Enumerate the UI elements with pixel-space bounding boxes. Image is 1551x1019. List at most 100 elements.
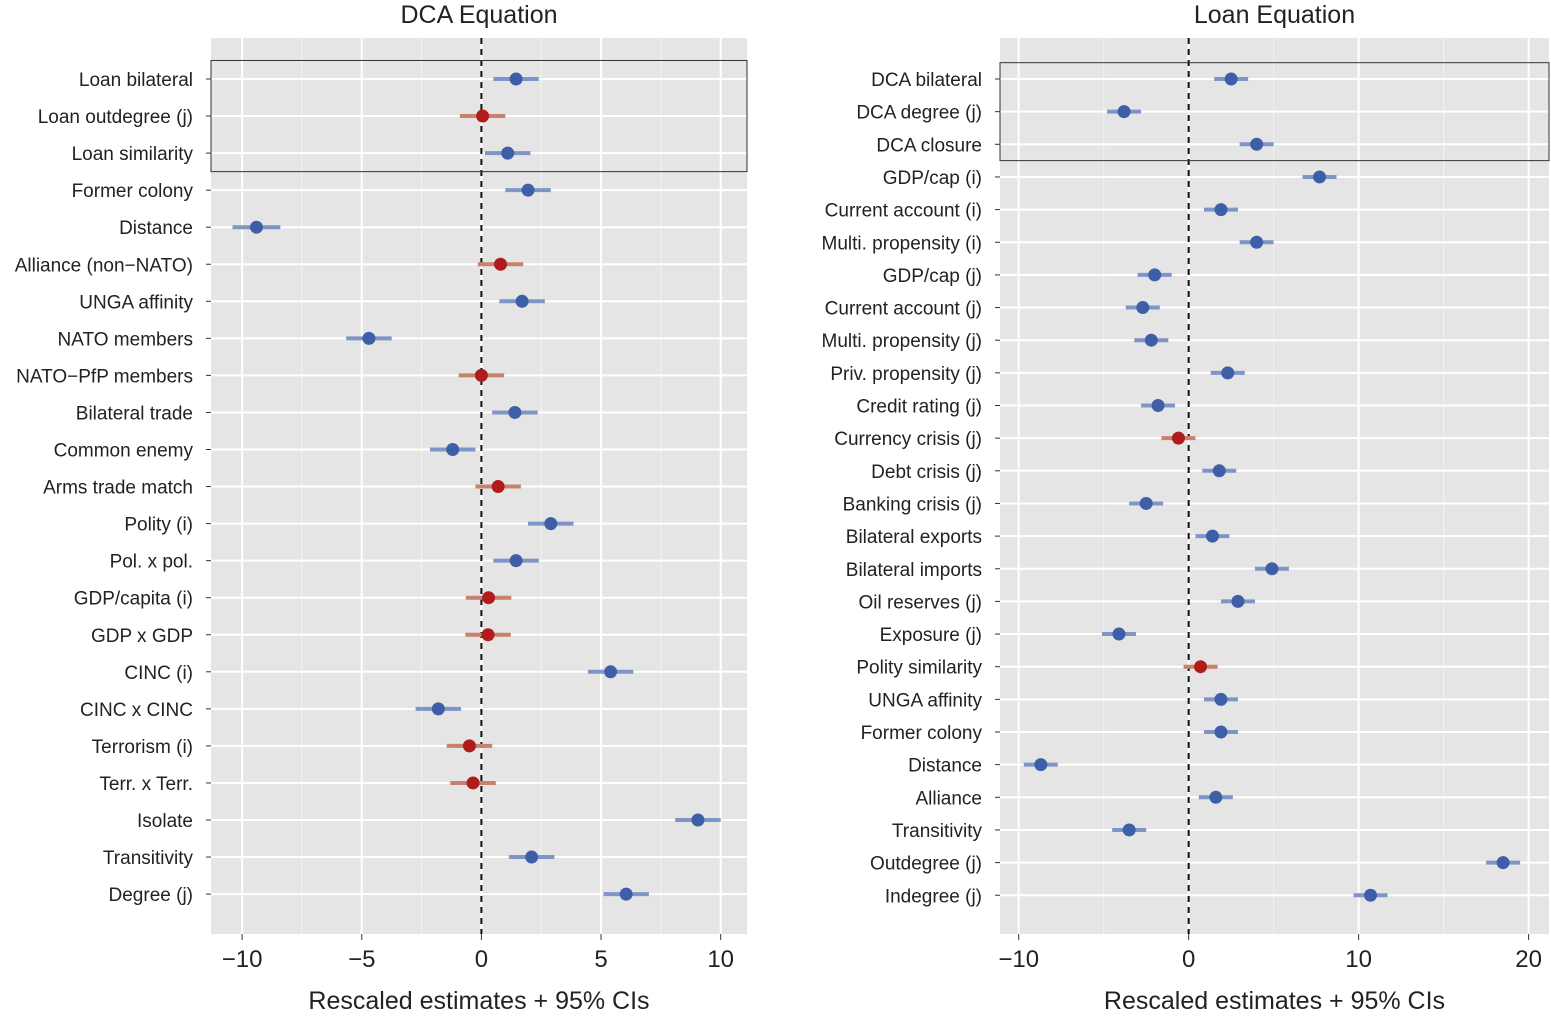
term-label: Debt crisis (j)	[871, 462, 982, 483]
estimate-point	[1205, 529, 1219, 543]
estimate-point	[1194, 660, 1208, 674]
term-label: Multi. propensity (i)	[822, 233, 983, 254]
term-label: UNGA affinity	[79, 292, 193, 313]
panel-title: DCA Equation	[400, 1, 557, 29]
x-axis-label: Rescaled estimates + 95% CIs	[1104, 987, 1445, 1015]
term-label: Polity (i)	[124, 515, 193, 536]
term-label: CINC x CINC	[80, 700, 193, 721]
estimate-point	[362, 331, 376, 345]
x-tick-label: 20	[1515, 946, 1542, 973]
term-label: Distance	[908, 756, 982, 777]
panel-title: Loan Equation	[1194, 1, 1355, 29]
term-label: GDP/cap (i)	[883, 168, 982, 189]
estimate-point	[462, 739, 476, 753]
panel-dca: Loan bilateral Loan outdegree (j) Loan sim…	[15, 1, 748, 1015]
estimate-point	[1214, 692, 1228, 706]
term-label: Current account (j)	[825, 299, 982, 320]
term-label: CINC (i)	[124, 663, 193, 684]
term-label: Pol. x pol.	[110, 552, 193, 573]
x-tick-label: −5	[348, 946, 375, 973]
term-label: Multi. propensity (j)	[822, 331, 983, 352]
estimate-point	[1112, 627, 1126, 641]
term-label: Priv. propensity (j)	[830, 364, 982, 385]
term-label: Isolate	[137, 811, 193, 832]
estimate-point	[1209, 790, 1223, 804]
term-label: Terr. x Terr.	[99, 774, 193, 795]
estimate-point	[691, 813, 705, 827]
estimate-point	[446, 443, 460, 456]
term-label: Exposure (j)	[880, 625, 982, 646]
estimate-point	[1221, 366, 1235, 380]
x-tick-label: −10	[222, 946, 263, 973]
x-tick-label: 0	[1182, 946, 1195, 973]
term-label: GDP/capita (i)	[74, 589, 193, 610]
estimate-point	[249, 220, 263, 234]
term-label: Outdegree (j)	[870, 854, 982, 875]
estimate-point	[501, 146, 515, 160]
term-label: Terrorism (i)	[92, 737, 193, 758]
estimate-point	[525, 850, 539, 864]
estimate-point	[1136, 301, 1150, 315]
term-label: Arms trade match	[43, 478, 193, 499]
term-label: Banking crisis (j)	[843, 494, 982, 515]
term-label: Common enemy	[54, 441, 194, 462]
estimate-point	[1117, 105, 1131, 119]
estimate-point	[509, 72, 523, 86]
estimate-point	[491, 480, 505, 494]
estimate-point	[544, 517, 558, 531]
estimate-point	[1214, 203, 1228, 217]
estimate-point	[1144, 333, 1158, 347]
estimate-point	[1250, 137, 1264, 151]
x-tick-label: 10	[707, 946, 734, 973]
term-label: Transitivity	[103, 848, 194, 869]
term-label: DCA bilateral	[871, 70, 982, 91]
estimate-point	[431, 702, 445, 716]
estimate-point	[1151, 399, 1165, 412]
estimate-point	[1034, 758, 1048, 772]
x-tick-label: −10	[998, 946, 1039, 973]
estimate-point	[1313, 170, 1327, 184]
term-label: Loan outdegree (j)	[38, 107, 193, 128]
x-tick-label: 0	[475, 946, 488, 973]
term-label: NATO−PfP members	[16, 366, 193, 387]
term-label: GDP x GDP	[91, 626, 193, 647]
term-label: Former colony	[72, 181, 194, 202]
estimate-point	[476, 109, 490, 123]
estimate-point	[604, 665, 618, 679]
estimate-point	[1265, 562, 1279, 576]
estimate-point	[1364, 888, 1378, 902]
estimate-point	[494, 257, 508, 271]
term-label: Former colony	[861, 723, 983, 744]
estimate-point	[619, 887, 633, 901]
term-label: GDP/cap (j)	[883, 266, 982, 287]
estimate-point	[1214, 725, 1228, 739]
term-label: Distance	[119, 218, 193, 239]
term-label: Current account (i)	[825, 201, 982, 222]
estimate-point	[1122, 823, 1136, 837]
panel-loan: DCA bilateral DCA degree (j) DCA closure GD…	[822, 1, 1550, 1015]
term-label: UNGA affinity	[868, 690, 982, 711]
term-label: Currency crisis (j)	[834, 429, 982, 450]
estimate-point	[1224, 72, 1238, 86]
estimate-point	[1496, 856, 1510, 870]
term-label: Alliance (non−NATO)	[15, 255, 193, 276]
estimate-point	[1139, 496, 1153, 510]
estimate-point	[508, 405, 522, 419]
estimate-point	[509, 554, 523, 568]
estimate-point	[521, 183, 535, 197]
term-label: Loan bilateral	[79, 70, 193, 91]
estimate-point	[466, 776, 480, 790]
term-label: Transitivity	[892, 821, 983, 842]
term-label: NATO members	[58, 329, 194, 350]
term-label: Loan similarity	[72, 144, 194, 165]
term-label: Polity similarity	[856, 658, 982, 679]
estimate-point	[1171, 431, 1185, 445]
term-label: Bilateral exports	[846, 527, 982, 548]
term-label: Alliance	[915, 788, 982, 809]
estimate-point	[482, 591, 496, 605]
term-label: Bilateral trade	[76, 403, 193, 424]
term-label: DCA degree (j)	[856, 103, 982, 124]
estimate-point	[474, 368, 488, 382]
estimate-point	[1148, 268, 1162, 282]
